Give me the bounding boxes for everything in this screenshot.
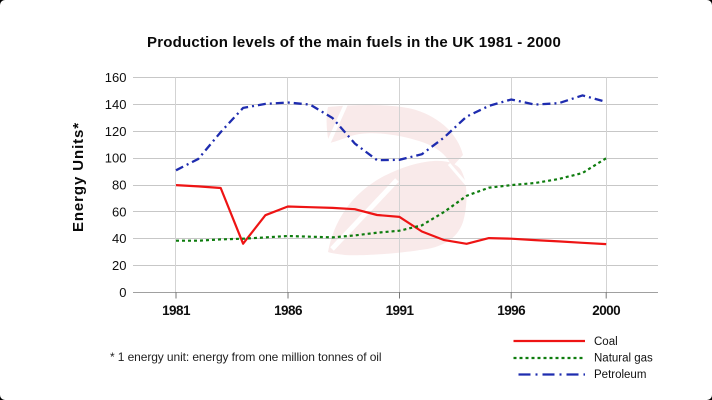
svg-text:Natural gas: Natural gas <box>594 353 653 365</box>
svg-text:140: 140 <box>105 97 127 112</box>
svg-text:Energy Units*: Energy Units* <box>70 122 87 232</box>
svg-text:1996: 1996 <box>497 303 526 318</box>
svg-text:Coal: Coal <box>594 336 618 348</box>
svg-text:1986: 1986 <box>274 303 303 318</box>
svg-text:100: 100 <box>105 151 127 166</box>
svg-text:1981: 1981 <box>162 303 191 318</box>
svg-text:120: 120 <box>105 124 127 139</box>
svg-text:40: 40 <box>112 231 126 246</box>
svg-text:160: 160 <box>105 70 127 85</box>
svg-text:20: 20 <box>112 258 126 273</box>
svg-text:1991: 1991 <box>386 303 415 318</box>
svg-text:80: 80 <box>112 178 126 193</box>
svg-text:Production levels of the main: Production levels of the main fuels in t… <box>147 34 561 51</box>
svg-text:2000: 2000 <box>592 303 620 318</box>
svg-text:0: 0 <box>119 285 126 300</box>
svg-text:60: 60 <box>112 204 126 219</box>
svg-text:Petroleum: Petroleum <box>594 369 646 381</box>
svg-text:* 1 energy unit: energy from o: * 1 energy unit: energy from one million… <box>110 350 381 364</box>
